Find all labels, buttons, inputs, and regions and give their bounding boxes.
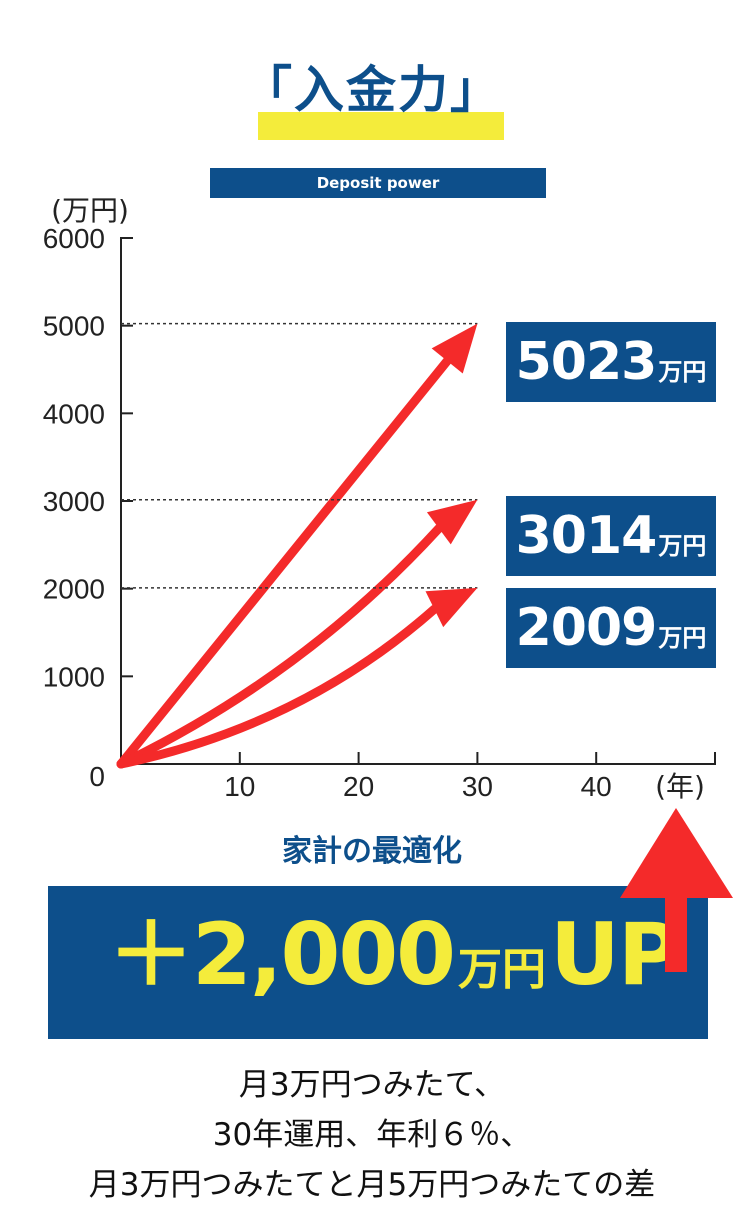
value-label-unit: 万円 <box>658 623 707 652</box>
result-banner-text: ＋2,000 万円 UP <box>108 905 681 1005</box>
y-tick-label: 1000 <box>43 661 105 692</box>
result-banner <box>48 886 708 1039</box>
x-axis <box>121 752 716 765</box>
banner-amount: ＋2,000 <box>108 905 456 1005</box>
x-axis-unit: (年) <box>655 770 705 803</box>
y-tick-label: 4000 <box>43 398 105 429</box>
subtitle-bar: Deposit power <box>210 168 546 198</box>
series-arrowhead-1 <box>426 499 478 545</box>
y-tick-label: 3000 <box>43 486 105 517</box>
chart: 0 1000 2000 3000 4000 5000 6000 10 20 30 40 (万円) (年) <box>43 194 716 803</box>
value-label-number: 5023 <box>515 332 658 392</box>
series-arrowhead-2 <box>425 587 478 628</box>
page-title: 「入金力」 <box>242 61 502 119</box>
series-arrowhead-0 <box>431 323 478 374</box>
banner-suffix: UP <box>550 905 681 1005</box>
y-tick-label: 5000 <box>43 311 105 342</box>
footnote: 月3万円つみたて、 30年運用、年利６％、 月3万円つみたてと月5万円つみたての… <box>0 1060 744 1210</box>
y-tick-label: 2000 <box>43 574 105 605</box>
value-label-2009: 2009 万円 <box>506 588 716 668</box>
footnote-line-2: 30年運用、年利６％、 <box>212 1117 532 1153</box>
y-tick-label: 0 <box>89 761 105 792</box>
value-label-3014: 3014 万円 <box>506 496 716 576</box>
series-line-0 <box>116 356 452 769</box>
y-tick-label: 6000 <box>43 223 105 254</box>
value-label-unit: 万円 <box>658 357 707 386</box>
x-tick-label: 40 <box>581 771 612 802</box>
x-tick-label: 30 <box>462 771 493 802</box>
value-label-5023: 5023 万円 <box>506 322 716 402</box>
value-label-number: 2009 <box>515 598 658 658</box>
caption: 家計の最適化 <box>282 834 462 869</box>
footnote-line-3: 月3万円つみたてと月5万円つみたての差 <box>88 1167 656 1203</box>
x-tick-label: 10 <box>224 771 255 802</box>
title-wrap: 「入金力」 <box>0 60 744 120</box>
banner-unit: 万円 <box>458 944 547 995</box>
series-line-1 <box>116 523 444 769</box>
footnote-line-1: 月3万円つみたて、 <box>238 1067 506 1103</box>
value-label-number: 3014 <box>515 506 658 566</box>
series-line-2 <box>116 604 439 769</box>
y-axis-unit: (万円) <box>51 194 129 227</box>
x-tick-label: 20 <box>343 771 374 802</box>
value-label-unit: 万円 <box>658 531 707 560</box>
